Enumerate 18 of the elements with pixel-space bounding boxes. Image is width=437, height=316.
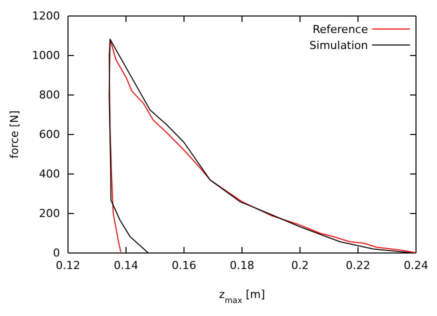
x-tick-label: 0.16	[172, 258, 196, 272]
y-tick-label: 400	[39, 168, 60, 181]
x-axis-title: z$_{max}$ [m]	[218, 288, 266, 304]
x-tick-label: 0.12	[56, 258, 80, 272]
x-tick-label: 0.24	[404, 258, 428, 272]
x-tick-label: 0.22	[346, 258, 370, 272]
legend-label: Simulation	[309, 39, 368, 52]
y-tick-label: 200	[39, 207, 60, 220]
x-tick-label: 0.2	[291, 258, 309, 272]
y-axis-title: force [N]	[8, 110, 21, 159]
y-tick-label: 1000	[32, 49, 60, 62]
y-tick-label: 600	[39, 128, 60, 142]
x-tick-label: 0.14	[114, 258, 138, 272]
legend-label: Reference	[312, 23, 368, 36]
y-tick-label: 800	[39, 88, 60, 102]
x-tick-label: 0.18	[230, 258, 254, 272]
y-tick-label: 0	[53, 246, 60, 260]
y-tick-label: 1200	[32, 10, 60, 23]
